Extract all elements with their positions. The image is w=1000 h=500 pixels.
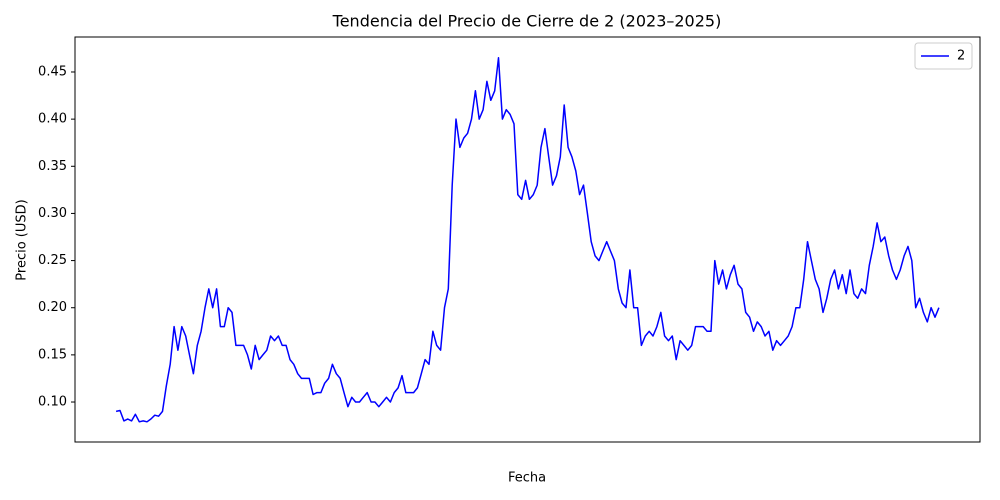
y-tick-label: 0.15 [38,347,67,362]
y-tick-label: 0.25 [38,253,67,268]
chart-title: Tendencia del Precio de Cierre de 2 (202… [332,12,722,31]
y-tick-label: 0.10 [38,395,67,410]
y-axis-label: Precio (USD) [15,199,30,280]
legend-label: 2 [957,49,965,64]
y-tick-label: 0.20 [38,300,67,315]
x-axis-label: Fecha [508,471,546,486]
y-tick-label: 0.30 [38,206,67,221]
y-tick-label: 0.35 [38,159,67,174]
y-tick-label: 0.45 [38,64,67,79]
data-line [115,57,940,423]
y-tick-label: 0.40 [38,112,67,127]
plot-frame [74,36,981,443]
